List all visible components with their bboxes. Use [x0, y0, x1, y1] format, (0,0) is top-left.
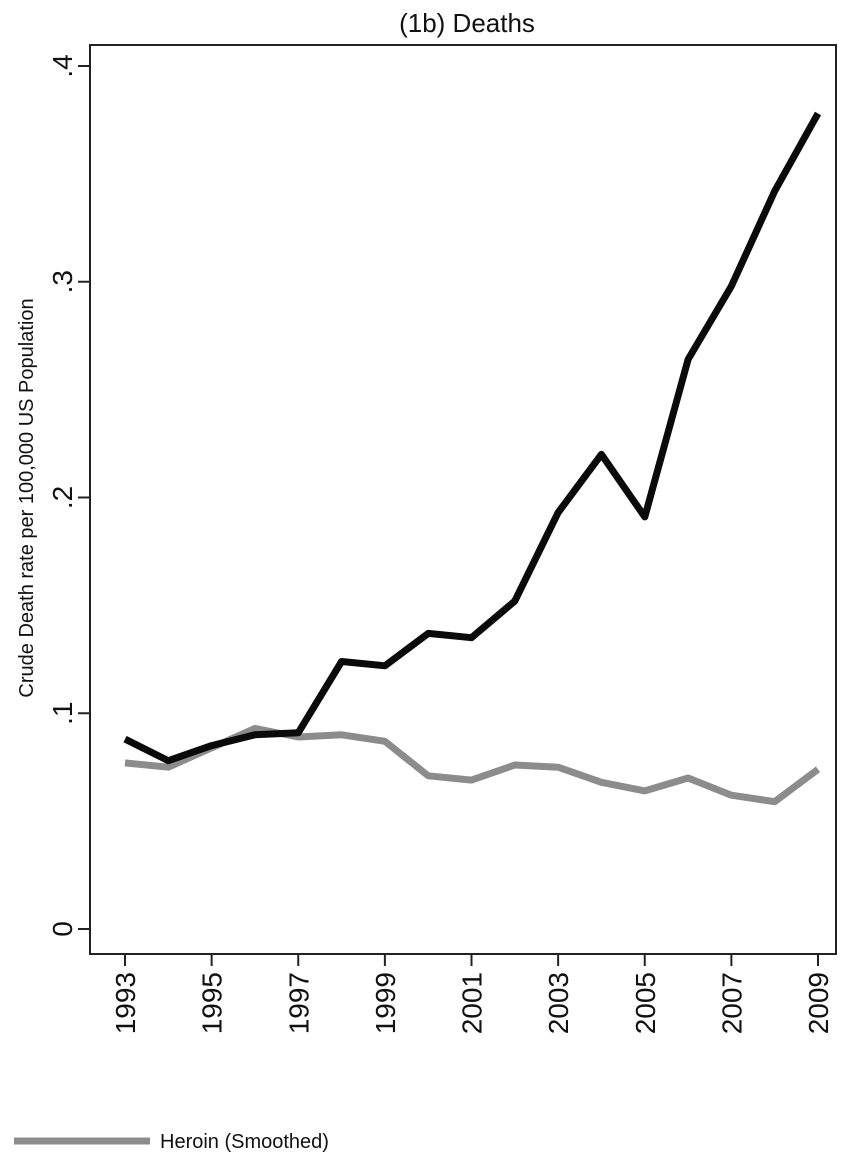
- x-tick-label: 1995: [197, 972, 228, 1034]
- y-tick-label: .4: [47, 54, 78, 77]
- x-tick-label: 1997: [283, 972, 314, 1034]
- series-line-total: [123, 111, 822, 765]
- y-tick-label: .3: [47, 270, 78, 293]
- x-axis: 1993 1995 1997 1999 2001 2003 2005 2007 2009: [110, 954, 834, 1034]
- x-tick-label: 1999: [370, 972, 401, 1034]
- legend: Heroin (Smoothed): [14, 1131, 329, 1153]
- x-tick-label: 2007: [716, 972, 747, 1034]
- legend-label-heroin: Heroin (Smoothed): [160, 1131, 329, 1153]
- chart-title: (1b) Deaths: [399, 8, 535, 38]
- y-tick-label: 0: [47, 921, 78, 937]
- x-tick-label: 2009: [803, 972, 834, 1034]
- y-tick-label: .1: [47, 702, 78, 725]
- x-tick-label: 2003: [543, 972, 574, 1034]
- y-axis: 0 .1 .2 .3 .4: [47, 54, 90, 937]
- x-tick-label: 2001: [457, 972, 488, 1034]
- plot-frame: [89, 44, 837, 955]
- x-tick-label: 2005: [630, 972, 661, 1034]
- x-tick-label: 1993: [110, 972, 141, 1034]
- y-axis-label: Crude Death rate per 100,000 US Populati…: [16, 298, 38, 697]
- series-layer: [123, 111, 822, 806]
- y-tick-label: .2: [47, 486, 78, 509]
